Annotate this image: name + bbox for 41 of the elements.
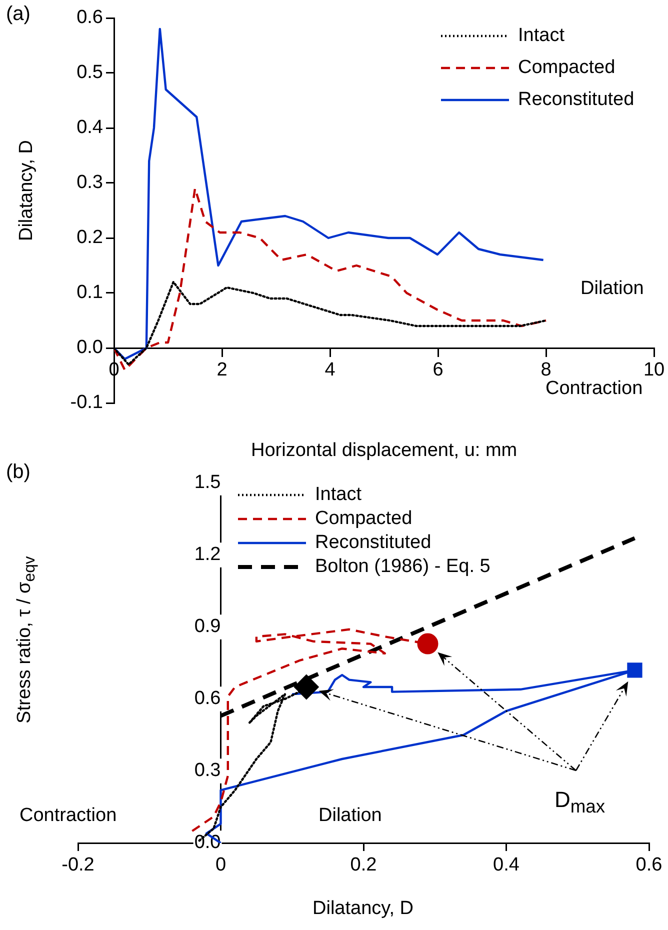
annotation: Dilation bbox=[580, 278, 644, 298]
x-axis-title: Horizontal displacement, u: mm bbox=[251, 440, 518, 460]
annotation: Dilation bbox=[318, 804, 382, 826]
legend-label: Compacted bbox=[315, 508, 412, 530]
x-tick-label: 10 bbox=[643, 360, 665, 381]
y-tick-label: -0.1 bbox=[70, 392, 103, 414]
chart-title: (b) bbox=[6, 461, 30, 483]
x-tick-label: 2 bbox=[216, 360, 228, 381]
x-tick-label: 0 bbox=[215, 854, 226, 876]
legend-label: Intact bbox=[518, 25, 564, 47]
y-tick-label: 0.6 bbox=[194, 688, 221, 710]
x-tick-label: 0.6 bbox=[636, 854, 662, 876]
y-tick-label: 0.6 bbox=[76, 7, 103, 28]
y-tick-label: 1.5 bbox=[194, 472, 221, 494]
y-tick-label: 1.2 bbox=[194, 544, 221, 566]
x-tick-label: 0.4 bbox=[493, 854, 520, 876]
point bbox=[627, 662, 642, 678]
y-tick-label: 0.5 bbox=[76, 62, 103, 84]
x-tick-label: 6 bbox=[432, 360, 444, 381]
y-tick-label: 0.2 bbox=[76, 227, 103, 248]
legend-label: Reconstituted bbox=[518, 89, 634, 111]
legend-label: Intact bbox=[315, 484, 362, 506]
chart-title: (a) bbox=[6, 3, 30, 25]
y-axis-title: Dilatancy, D bbox=[16, 139, 37, 241]
y-tick-label: 0.4 bbox=[76, 117, 104, 138]
y-tick-label: 0.3 bbox=[194, 760, 221, 782]
x-tick-label: 0.2 bbox=[350, 854, 377, 876]
point bbox=[294, 674, 319, 700]
y-tick-label: 0.1 bbox=[76, 282, 103, 304]
legend-label: Reconstituted bbox=[315, 532, 432, 554]
point bbox=[417, 633, 438, 654]
x-tick-label: -0.2 bbox=[62, 854, 94, 876]
legend-label: Compacted bbox=[518, 57, 616, 79]
y-tick-label: 0.0 bbox=[76, 337, 103, 358]
y-tick-label: 0.9 bbox=[194, 616, 221, 638]
annotation: D$_{max}$ bbox=[554, 786, 606, 816]
x-tick-label: 4 bbox=[324, 360, 336, 381]
y-tick-label: 0.3 bbox=[76, 172, 103, 194]
x-axis-title: Dilatancy, D bbox=[312, 898, 414, 918]
legend-label: Bolton (1986) - Eq. 5 bbox=[315, 556, 490, 578]
annotation: Contraction bbox=[20, 804, 117, 826]
